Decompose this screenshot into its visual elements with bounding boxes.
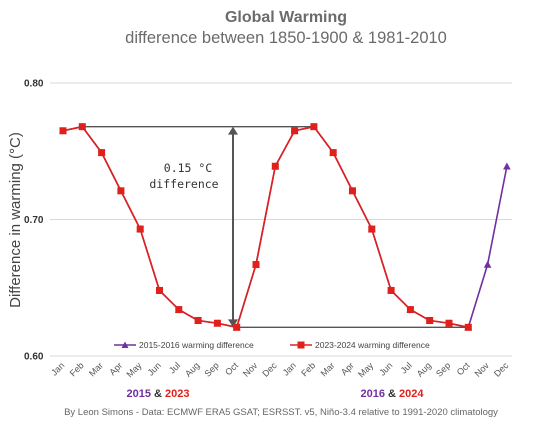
legend-marker-2015-2016 bbox=[121, 341, 129, 348]
x-tick-label: Dec bbox=[260, 360, 279, 379]
series-group bbox=[59, 122, 511, 331]
annotation-arrow-head-down bbox=[228, 319, 238, 328]
grid bbox=[50, 82, 512, 357]
x-tick-label: Oct bbox=[455, 360, 472, 377]
data-point-2023-2024-0 bbox=[59, 127, 67, 135]
x-tick-label: Mar bbox=[319, 360, 337, 378]
x-tick-label: Jul bbox=[167, 360, 182, 375]
data-point-2023-2024-19 bbox=[426, 317, 434, 325]
x-ticks: Jan Feb Mar Apr May Jun Jul Aug Sep Oct Nov Dec Jan F… bbox=[49, 360, 511, 379]
chart-subtitle: difference between 1850-1900 & 1981-2010 bbox=[125, 29, 447, 47]
chart-title: Global Warming bbox=[225, 9, 347, 26]
x-tick-label: Oct bbox=[223, 360, 240, 377]
data-point-2023-2024-20 bbox=[445, 319, 453, 327]
data-point-2023-2024-5 bbox=[156, 286, 163, 294]
x-tick-label: Mar bbox=[87, 360, 105, 378]
data-point-2023-2024-16 bbox=[368, 225, 376, 233]
y-axis-label: Difference in warming (°C) bbox=[7, 132, 24, 308]
x-tick-label: Dec bbox=[492, 360, 511, 379]
x-tick-label: Jul bbox=[399, 360, 414, 375]
data-point-2023-2024-8 bbox=[213, 319, 221, 327]
y-tick-label: 0.70 bbox=[24, 215, 44, 226]
annotation: 0.15 °C difference bbox=[82, 126, 469, 328]
y-tick-label: 0.80 bbox=[24, 79, 44, 90]
annotation-label: difference bbox=[149, 177, 218, 191]
data-point-2023-2024-17 bbox=[387, 286, 395, 294]
legend-label-2015-2016: 2015-2016 warming difference bbox=[139, 340, 254, 350]
x-tick-label: Feb bbox=[68, 360, 86, 378]
data-point-2023-2024-21 bbox=[464, 323, 472, 331]
x-tick-label: Jan bbox=[281, 360, 298, 377]
series-line-2015-2016 bbox=[62, 125, 508, 329]
data-point-2015-2016-23 bbox=[503, 162, 511, 170]
x-tick-label: Nov bbox=[473, 360, 492, 379]
data-point-2023-2024-6 bbox=[175, 306, 183, 314]
annotation-value: 0.15 °C bbox=[164, 161, 213, 175]
x-tick-label: Sep bbox=[434, 360, 452, 378]
x-tick-label: Jun bbox=[377, 360, 394, 377]
data-point-2023-2024-13 bbox=[310, 123, 318, 131]
credit-line: By Leon Simons - Data: ECMWF ERA5 GSAT; … bbox=[64, 407, 498, 418]
year-label-right: 2016 & 2024 bbox=[361, 388, 425, 400]
data-point-2023-2024-12 bbox=[291, 127, 299, 135]
data-point-2023-2024-1 bbox=[78, 123, 86, 131]
legend-label-2023-2024: 2023-2024 warming difference bbox=[315, 340, 430, 350]
x-tick-label: Jun bbox=[146, 360, 163, 377]
data-point-2023-2024-18 bbox=[406, 306, 414, 314]
x-tick-label: May bbox=[356, 360, 375, 379]
data-point-2015-2016-22 bbox=[483, 260, 492, 268]
x-tick-label: Nov bbox=[241, 360, 260, 379]
x-tick-label: Apr bbox=[107, 360, 124, 377]
y-tick-label: 0.60 bbox=[24, 352, 44, 363]
x-tick-label: Jan bbox=[49, 360, 66, 377]
data-point-2023-2024-15 bbox=[349, 187, 356, 195]
legend-marker-2023-2024 bbox=[297, 341, 305, 349]
data-point-2023-2024-4 bbox=[136, 225, 144, 233]
x-tick-label: Apr bbox=[339, 360, 356, 377]
data-point-2023-2024-9 bbox=[233, 323, 241, 331]
data-point-2023-2024-3 bbox=[117, 187, 125, 195]
x-tick-label: Sep bbox=[202, 360, 220, 378]
data-point-2023-2024-10 bbox=[252, 261, 260, 269]
y-ticks: 0.60 0.70 0.80 bbox=[24, 79, 44, 363]
year-label-left: 2015 & 2023 bbox=[127, 388, 190, 400]
legend: 2015-2016 warming difference 2023-2024 w… bbox=[114, 340, 430, 350]
data-point-2023-2024-11 bbox=[271, 162, 279, 170]
data-point-2023-2024-7 bbox=[194, 317, 202, 325]
x-tick-label: Aug bbox=[415, 360, 433, 378]
x-tick-label: May bbox=[125, 360, 144, 379]
data-point-2023-2024-2 bbox=[98, 149, 106, 157]
series-line-2023-2024 bbox=[62, 125, 469, 329]
x-tick-label: Aug bbox=[183, 360, 201, 378]
data-point-2023-2024-14 bbox=[329, 149, 337, 157]
annotation-arrow-head-up bbox=[228, 126, 238, 135]
x-tick-label: Feb bbox=[299, 360, 317, 378]
